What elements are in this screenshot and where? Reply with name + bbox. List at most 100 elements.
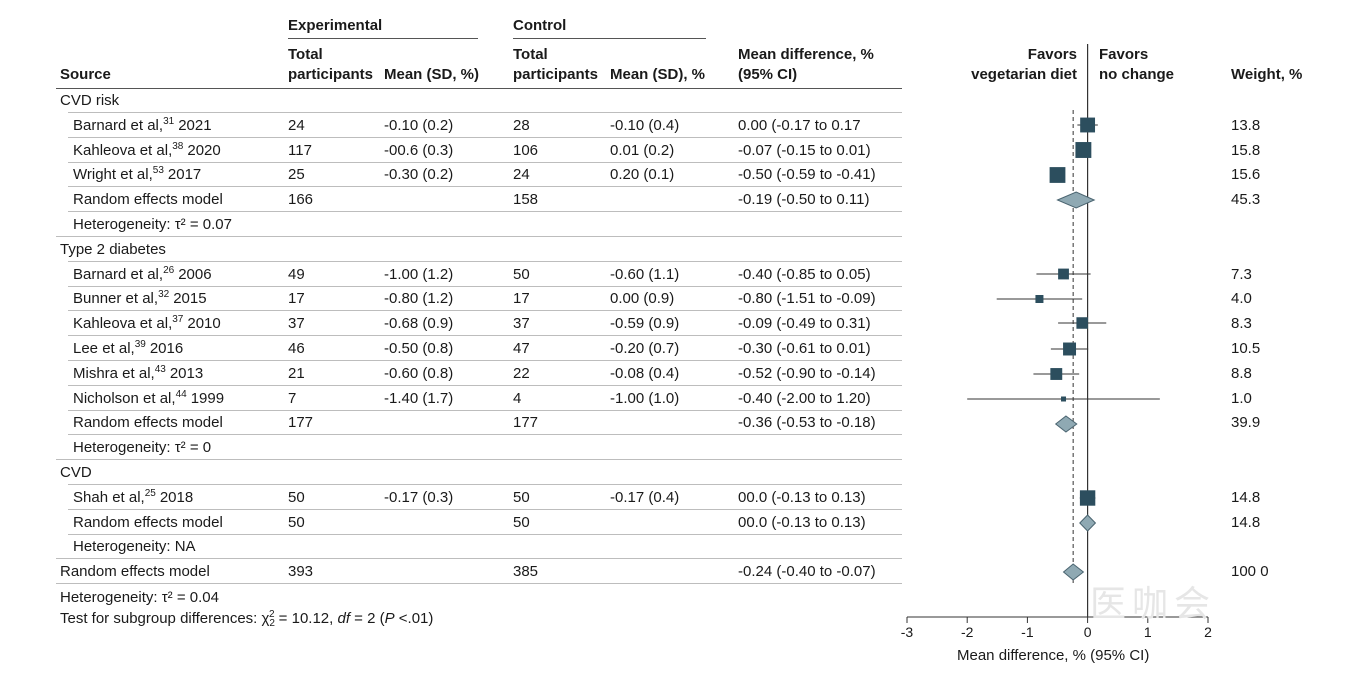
df-value: = 2 (: [350, 610, 385, 627]
cell-exp-mean: -1.40 (1.7): [384, 389, 454, 407]
cell-weight: 1.0: [1231, 389, 1252, 407]
row-divider: [56, 236, 902, 237]
cell-weight: 39.9: [1231, 414, 1261, 432]
study-author: Wright et al,: [73, 166, 153, 184]
cell-weight: 15.8: [1231, 141, 1261, 159]
cell-md-text: -0.24 (-0.40 to -0.07): [738, 563, 876, 581]
chi-sub: 2: [269, 618, 275, 629]
study-year: 2018: [159, 488, 194, 506]
cell-exp-n: 49: [288, 265, 305, 283]
control-underline: [513, 38, 706, 39]
group-label: Type 2 diabetes: [60, 240, 166, 258]
point-estimate-square: [1058, 268, 1069, 280]
x-tick-label: 1: [1144, 624, 1152, 640]
study-ref: 37: [172, 314, 184, 326]
cell-exp-n: 177: [288, 414, 314, 432]
x-tick-label: 2: [1204, 624, 1212, 640]
cell-exp-mean: -0.17 (0.3): [384, 488, 454, 506]
cell-weight: 7.3: [1231, 265, 1252, 283]
md-line1: Mean difference, %: [738, 46, 874, 63]
study-ref: 39: [134, 339, 146, 350]
summary-diamond: [1062, 563, 1085, 581]
study-name: Kahleova et al,38 2020: [73, 141, 221, 160]
x-tick-label: -2: [961, 624, 974, 640]
group-label: CVD: [60, 464, 92, 481]
cell-exp-mean: -0.50 (0.8): [384, 340, 454, 357]
cell-exp-n: 37: [288, 315, 305, 333]
subgroup-test-prefix: Test for subgroup differences: χ: [60, 610, 270, 627]
df-label: df: [337, 610, 350, 627]
cell-ctl-n: 24: [513, 166, 530, 184]
cell-ctl-mean: -1.00 (1.0): [610, 389, 680, 407]
p-value: <.01): [394, 610, 434, 627]
favors-no-change-label: Favors no change: [1099, 45, 1174, 85]
col-header-mean-diff: Mean difference, % (95% CI): [738, 45, 874, 85]
cell-exp-n: 50: [288, 488, 305, 506]
col-header-ctl-mean: Mean (SD), %: [610, 66, 706, 83]
point-estimate-square: [1079, 490, 1096, 506]
cell-ctl-n: 17: [513, 290, 530, 308]
heterogeneity-label: Heterogeneity: τ² = 0.07: [73, 216, 232, 233]
row-divider: [68, 161, 902, 163]
cell-md-text: 0.00 (-0.17 to 0.17: [738, 116, 861, 134]
summary-diamond: [1056, 191, 1096, 209]
favors-left-line1: Favors: [1027, 46, 1077, 63]
study-name: Bunner et al,32 2015: [73, 290, 207, 308]
cell-ctl-n: 37: [513, 315, 530, 333]
cell-ctl-mean: -0.60 (1.1): [610, 265, 680, 283]
cell-weight: 100 0: [1231, 563, 1269, 581]
col-header-experimental: Experimental: [288, 17, 383, 34]
row-divider: [68, 136, 902, 138]
cell-weight: 45.3: [1231, 191, 1261, 209]
cell-exp-n: 117: [288, 141, 312, 159]
ctl-total-line1: Total: [513, 46, 548, 63]
cell-ctl-n: 50: [513, 265, 530, 283]
study-author: Kahleova et al,: [73, 315, 173, 333]
x-tick-label: 0: [1084, 624, 1092, 640]
col-header-exp-mean: Mean (SD, %): [384, 66, 480, 83]
cell-ctl-n: 47: [513, 340, 530, 357]
study-year: 2013: [169, 364, 204, 382]
cell-md-text: -0.09 (-0.49 to 0.31): [738, 315, 871, 333]
row-divider: [56, 583, 902, 585]
group-label: CVD risk: [60, 92, 120, 109]
study-year: 2006: [178, 265, 212, 283]
model-label: Random effects model: [73, 191, 223, 209]
chi-sup: 2: [268, 609, 275, 620]
row-divider: [68, 409, 902, 411]
cell-exp-mean: -00.6 (0.3): [384, 141, 454, 159]
study-ref: 53: [152, 165, 164, 177]
cell-weight: 4.0: [1231, 290, 1252, 308]
cell-md-text: -0.19 (-0.50 to 0.11): [738, 191, 870, 209]
exp-total-line2: participants: [288, 66, 374, 83]
row-divider: [68, 434, 902, 436]
cell-exp-n: 25: [288, 166, 305, 184]
cell-ctl-n: 28: [513, 116, 530, 134]
cell-ctl-n: 385: [513, 563, 539, 581]
cell-exp-mean: -0.80 (1.2): [384, 290, 454, 308]
experimental-underline: [288, 38, 478, 39]
col-header-weight: Weight, %: [1231, 66, 1303, 83]
row-divider: [68, 335, 902, 337]
study-name: Barnard et al,31 2021: [73, 116, 212, 135]
cell-exp-n: 46: [288, 340, 305, 357]
cell-md-text: 00.0 (-0.13 to 0.13): [738, 513, 866, 531]
row-divider: [68, 112, 902, 113]
cell-md-text: -0.50 (-0.59 to -0.41): [738, 166, 876, 184]
cell-md-text: -0.07 (-0.15 to 0.01): [738, 141, 871, 159]
x-tick-label: -1: [1021, 624, 1034, 640]
cell-exp-mean: -0.30 (0.2): [384, 166, 454, 184]
row-divider: [68, 484, 902, 485]
cell-ctl-mean: 0.00 (0.9): [610, 290, 675, 308]
point-estimate-square: [1049, 167, 1066, 183]
study-year: 2020: [187, 141, 221, 159]
point-estimate-square: [1075, 142, 1092, 158]
row-divider: [68, 211, 902, 213]
col-header-ctl-total: Total participants: [513, 45, 598, 85]
row-divider: [68, 285, 902, 287]
p-label: P: [384, 610, 395, 627]
favors-right-line2: no change: [1099, 66, 1175, 83]
cell-ctl-mean: -0.10 (0.4): [610, 116, 680, 134]
study-name: Barnard et al,26 2006: [73, 265, 212, 284]
